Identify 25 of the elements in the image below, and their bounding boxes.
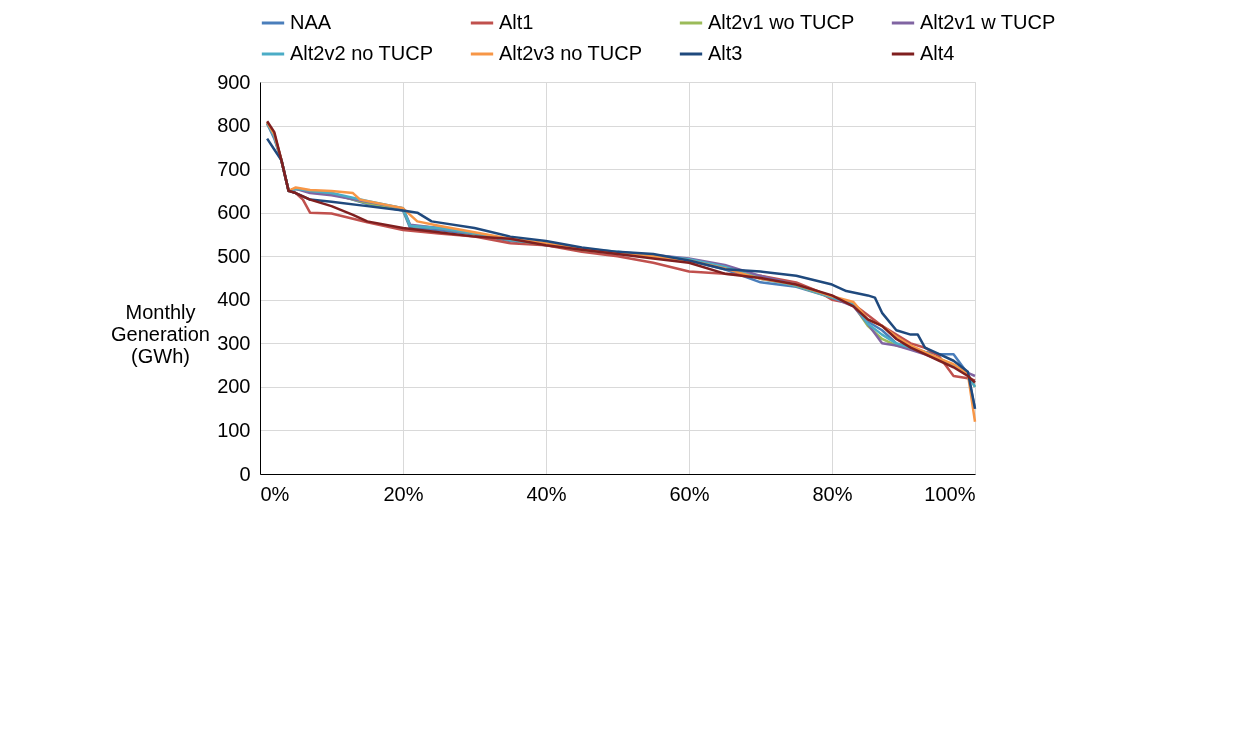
legend-label: Alt4 (920, 42, 955, 64)
y-tick-label: 800 (217, 114, 251, 137)
y-tick-label: 400 (217, 288, 251, 311)
legend-label: Alt3 (708, 42, 743, 64)
y-tick-label: 200 (217, 375, 251, 398)
legend-label: Alt1 (499, 11, 534, 33)
x-tick-label: 20% (383, 482, 424, 505)
x-tick-label: 60% (669, 482, 710, 505)
legend-label: Alt2v1 w TUCP (920, 11, 1056, 33)
y-tick-label: 600 (217, 201, 251, 224)
legend-label: NAA (290, 11, 332, 33)
y-tick-label: 700 (217, 157, 251, 180)
legend-label: Alt2v3 no TUCP (499, 42, 643, 64)
legend-label: Alt2v1 wo TUCP (708, 11, 855, 33)
y-tick-label: 900 (217, 70, 251, 93)
y-tick-label: 0 (239, 462, 251, 485)
x-tick-label: 100% (924, 482, 976, 505)
x-tick-label: 80% (812, 482, 853, 505)
y-tick-label: 100 (217, 418, 251, 441)
y-tick-label: 300 (217, 331, 251, 354)
x-tick-label: 0% (260, 482, 290, 505)
y-tick-label: 500 (217, 244, 251, 267)
x-tick-label: 40% (526, 482, 567, 505)
legend-label: Alt2v2 no TUCP (290, 42, 434, 64)
y-axis-title: Monthly Generation (GWh) (111, 300, 210, 367)
